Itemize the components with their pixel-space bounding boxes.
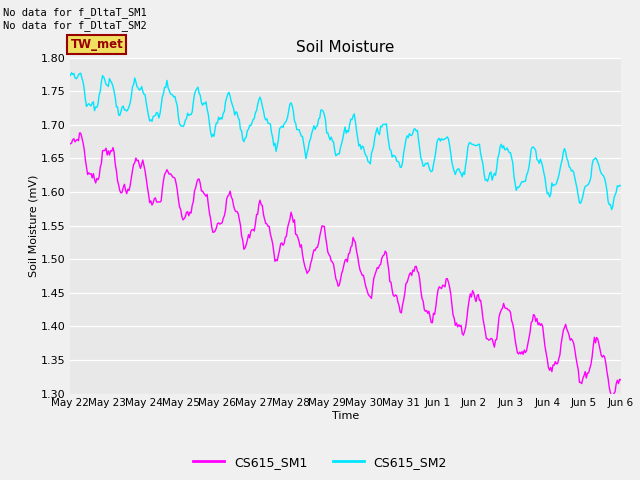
CS615_SM1 [300,258,307,264]
CS615_SM1 [472,299,480,304]
CS615_SM2 [472,143,480,148]
CS615_SM1 [617,377,625,383]
Line: CS615_SM1: CS615_SM1 [70,133,621,398]
Line: CS615_SM2: CS615_SM2 [70,73,621,210]
CS615_SM1 [239,238,246,243]
CS615_SM2 [608,207,616,213]
CS615_SM1 [67,141,74,146]
CS615_SM1 [609,396,616,401]
Y-axis label: Soil Moisture (mV): Soil Moisture (mV) [28,174,38,277]
CS615_SM2 [402,137,410,143]
CS615_SM2 [239,137,246,143]
CS615_SM1 [568,336,575,342]
CS615_SM2 [300,140,307,146]
X-axis label: Time: Time [332,411,359,421]
Text: TW_met: TW_met [70,38,123,51]
CS615_SM2 [617,183,625,189]
CS615_SM1 [402,281,410,287]
CS615_SM1 [376,263,383,268]
CS615_SM1 [76,130,83,136]
Title: Soil Moisture: Soil Moisture [296,40,395,55]
CS615_SM2 [68,70,76,76]
CS615_SM2 [67,72,74,78]
Legend: CS615_SM1, CS615_SM2: CS615_SM1, CS615_SM2 [188,451,452,474]
Text: No data for f_DltaT_SM1: No data for f_DltaT_SM1 [3,7,147,18]
CS615_SM2 [568,168,575,174]
CS615_SM2 [376,132,383,138]
Text: No data for f_DltaT_SM2: No data for f_DltaT_SM2 [3,20,147,31]
